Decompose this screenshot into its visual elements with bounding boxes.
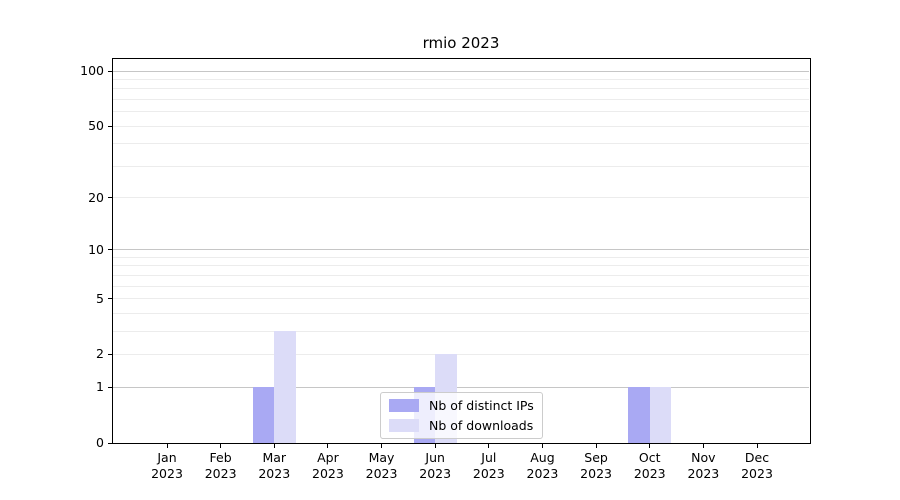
x-tick-mark bbox=[220, 444, 222, 448]
x-tick-label: Apr 2023 bbox=[301, 450, 355, 483]
x-tick-label: Jun 2023 bbox=[408, 450, 462, 483]
x-tick-month: Mar bbox=[262, 450, 287, 465]
x-tick-label: Oct 2023 bbox=[623, 450, 677, 483]
major-gridline bbox=[113, 386, 809, 388]
bar-distinct-ips-mar bbox=[252, 387, 275, 443]
x-tick-mark bbox=[166, 444, 168, 448]
x-tick-month: Nov bbox=[691, 450, 716, 465]
y-tick-label: 0 bbox=[96, 435, 104, 450]
x-tick-mark bbox=[327, 444, 329, 448]
x-tick-year: 2023 bbox=[741, 466, 773, 482]
x-tick-month: Jan bbox=[157, 450, 177, 465]
x-tick-mark bbox=[702, 444, 704, 448]
x-tick-mark bbox=[434, 444, 436, 448]
x-tick-month: Jun bbox=[425, 450, 445, 465]
x-tick-month: May bbox=[368, 450, 395, 465]
chart-title: rmio 2023 bbox=[422, 34, 500, 52]
bar-downloads-mar bbox=[274, 331, 296, 443]
bar-downloads-oct bbox=[649, 387, 672, 443]
bar-distinct-ips-oct bbox=[628, 387, 650, 443]
minor-gridline bbox=[113, 111, 809, 113]
x-tick-mark bbox=[756, 444, 758, 448]
x-tick-year: 2023 bbox=[419, 466, 452, 482]
x-tick-year: 2023 bbox=[258, 466, 291, 482]
major-gridline bbox=[113, 70, 809, 72]
x-tick-mark bbox=[273, 444, 275, 448]
legend-label: Nb of distinct IPs bbox=[429, 398, 534, 413]
legend-swatch bbox=[389, 419, 419, 432]
x-tick-year: 2023 bbox=[151, 466, 183, 482]
x-tick-month: Dec bbox=[744, 450, 770, 465]
y-tick-label: 10 bbox=[88, 241, 104, 257]
x-tick-label: Dec 2023 bbox=[730, 450, 784, 483]
y-tick-mark bbox=[108, 197, 112, 199]
minor-gridline bbox=[113, 78, 809, 80]
x-tick-label: Nov 2023 bbox=[676, 450, 730, 483]
legend-label: Nb of downloads bbox=[429, 418, 534, 433]
legend-entry: Nb of downloads bbox=[389, 418, 534, 433]
x-tick-year: 2023 bbox=[365, 466, 398, 482]
y-tick-mark bbox=[108, 249, 112, 251]
minor-gridline bbox=[113, 285, 809, 287]
x-tick-year: 2023 bbox=[526, 466, 559, 482]
y-tick-mark bbox=[108, 70, 112, 72]
minor-gridline bbox=[113, 98, 809, 100]
minor-gridline bbox=[113, 265, 809, 267]
x-tick-mark bbox=[488, 444, 490, 448]
x-tick-month: Sep bbox=[584, 450, 608, 465]
y-tick-label: 50 bbox=[88, 118, 104, 134]
x-tick-label: Aug 2023 bbox=[515, 450, 569, 483]
minor-gridline bbox=[113, 353, 809, 355]
minor-gridline bbox=[113, 256, 809, 258]
legend-swatch bbox=[389, 399, 419, 412]
x-tick-year: 2023 bbox=[472, 466, 505, 482]
y-tick-mark bbox=[108, 386, 112, 388]
major-gridline bbox=[113, 249, 809, 251]
x-tick-year: 2023 bbox=[687, 466, 720, 482]
x-tick-label: Jul 2023 bbox=[462, 450, 516, 483]
minor-gridline bbox=[113, 298, 809, 300]
y-tick-mark bbox=[108, 353, 112, 355]
x-tick-label: Mar 2023 bbox=[247, 450, 301, 483]
x-tick-label: Sep 2023 bbox=[569, 450, 623, 483]
x-tick-month: Jul bbox=[481, 450, 497, 465]
minor-gridline bbox=[113, 312, 809, 314]
x-tick-label: Feb 2023 bbox=[194, 450, 248, 483]
y-tick-mark bbox=[108, 442, 112, 444]
x-tick-mark bbox=[381, 444, 383, 448]
x-tick-year: 2023 bbox=[204, 466, 237, 482]
y-tick-label: 100 bbox=[80, 63, 104, 78]
minor-gridline bbox=[113, 143, 809, 145]
x-tick-month: Feb bbox=[209, 450, 232, 465]
y-tick-label: 5 bbox=[96, 290, 104, 306]
x-tick-mark bbox=[649, 444, 651, 448]
minor-gridline bbox=[113, 165, 809, 167]
y-tick-label: 20 bbox=[88, 189, 104, 205]
x-tick-year: 2023 bbox=[580, 466, 612, 482]
y-tick-label: 2 bbox=[96, 346, 104, 362]
minor-gridline bbox=[113, 197, 809, 199]
y-tick-mark bbox=[108, 125, 112, 127]
x-tick-label: May 2023 bbox=[355, 450, 409, 483]
x-tick-month: Oct bbox=[638, 450, 661, 465]
minor-gridline bbox=[113, 88, 809, 90]
minor-gridline bbox=[113, 274, 809, 276]
x-tick-year: 2023 bbox=[633, 466, 666, 482]
x-tick-month: Apr bbox=[317, 450, 339, 465]
minor-gridline bbox=[113, 125, 809, 127]
x-tick-mark bbox=[595, 444, 597, 448]
minor-gridline bbox=[113, 330, 809, 332]
legend: Nb of distinct IPs Nb of downloads bbox=[380, 392, 543, 439]
y-tick-label: 1 bbox=[96, 379, 104, 395]
x-tick-month: Aug bbox=[530, 450, 555, 465]
x-tick-mark bbox=[541, 444, 543, 448]
x-tick-year: 2023 bbox=[312, 466, 344, 482]
x-tick-label: Jan 2023 bbox=[140, 450, 194, 483]
legend-entry: Nb of distinct IPs bbox=[389, 398, 534, 413]
y-tick-mark bbox=[108, 298, 112, 300]
